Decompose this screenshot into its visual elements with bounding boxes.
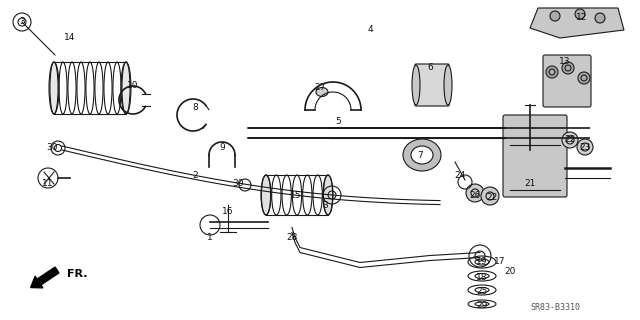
Ellipse shape: [121, 62, 131, 114]
Text: 26: 26: [469, 190, 481, 199]
Text: 3: 3: [19, 18, 25, 27]
Text: 9: 9: [219, 142, 225, 151]
Circle shape: [550, 11, 560, 21]
Circle shape: [562, 62, 574, 74]
Text: 14: 14: [64, 34, 76, 43]
Text: SR83-B3310: SR83-B3310: [530, 303, 580, 313]
Text: 22: 22: [486, 193, 498, 202]
Text: 13: 13: [559, 58, 571, 67]
FancyBboxPatch shape: [415, 64, 449, 106]
FancyBboxPatch shape: [543, 55, 591, 107]
Text: 22: 22: [564, 135, 575, 145]
Ellipse shape: [412, 65, 420, 105]
Text: 30: 30: [232, 179, 244, 188]
Text: 16: 16: [222, 207, 234, 217]
Circle shape: [562, 132, 578, 148]
Text: 25: 25: [476, 286, 488, 295]
Text: 23: 23: [579, 143, 591, 153]
Text: 12: 12: [576, 13, 588, 22]
Ellipse shape: [261, 175, 271, 215]
Text: 19: 19: [476, 258, 488, 267]
Text: 27: 27: [314, 84, 326, 92]
Text: 15: 15: [291, 190, 301, 199]
Ellipse shape: [316, 87, 328, 97]
Text: 18: 18: [476, 273, 488, 282]
Ellipse shape: [49, 62, 59, 114]
Text: 24: 24: [454, 171, 466, 180]
Text: 4: 4: [367, 26, 373, 35]
Text: 8: 8: [192, 103, 198, 113]
FancyArrow shape: [31, 267, 59, 288]
Text: 29: 29: [476, 300, 488, 309]
FancyBboxPatch shape: [503, 115, 567, 197]
Circle shape: [546, 66, 558, 78]
Text: 11: 11: [42, 180, 54, 188]
Text: 1: 1: [207, 234, 213, 243]
Text: 10: 10: [127, 81, 139, 90]
Text: 17: 17: [494, 258, 506, 267]
Text: 20: 20: [504, 268, 516, 276]
Circle shape: [595, 13, 605, 23]
Text: 7: 7: [417, 150, 423, 159]
Text: 2: 2: [192, 171, 198, 180]
Circle shape: [575, 9, 585, 19]
Text: 3: 3: [322, 201, 328, 210]
Text: 30: 30: [46, 143, 58, 153]
Text: 28: 28: [286, 233, 298, 242]
Ellipse shape: [444, 65, 452, 105]
Text: 6: 6: [427, 63, 433, 73]
Ellipse shape: [403, 139, 441, 171]
Ellipse shape: [323, 175, 333, 215]
Text: FR.: FR.: [67, 269, 88, 279]
Circle shape: [466, 184, 484, 202]
Text: 21: 21: [524, 179, 536, 188]
Text: 5: 5: [335, 117, 341, 126]
Circle shape: [578, 72, 590, 84]
Ellipse shape: [411, 146, 433, 164]
Circle shape: [481, 187, 499, 205]
Polygon shape: [530, 8, 624, 38]
Circle shape: [577, 139, 593, 155]
